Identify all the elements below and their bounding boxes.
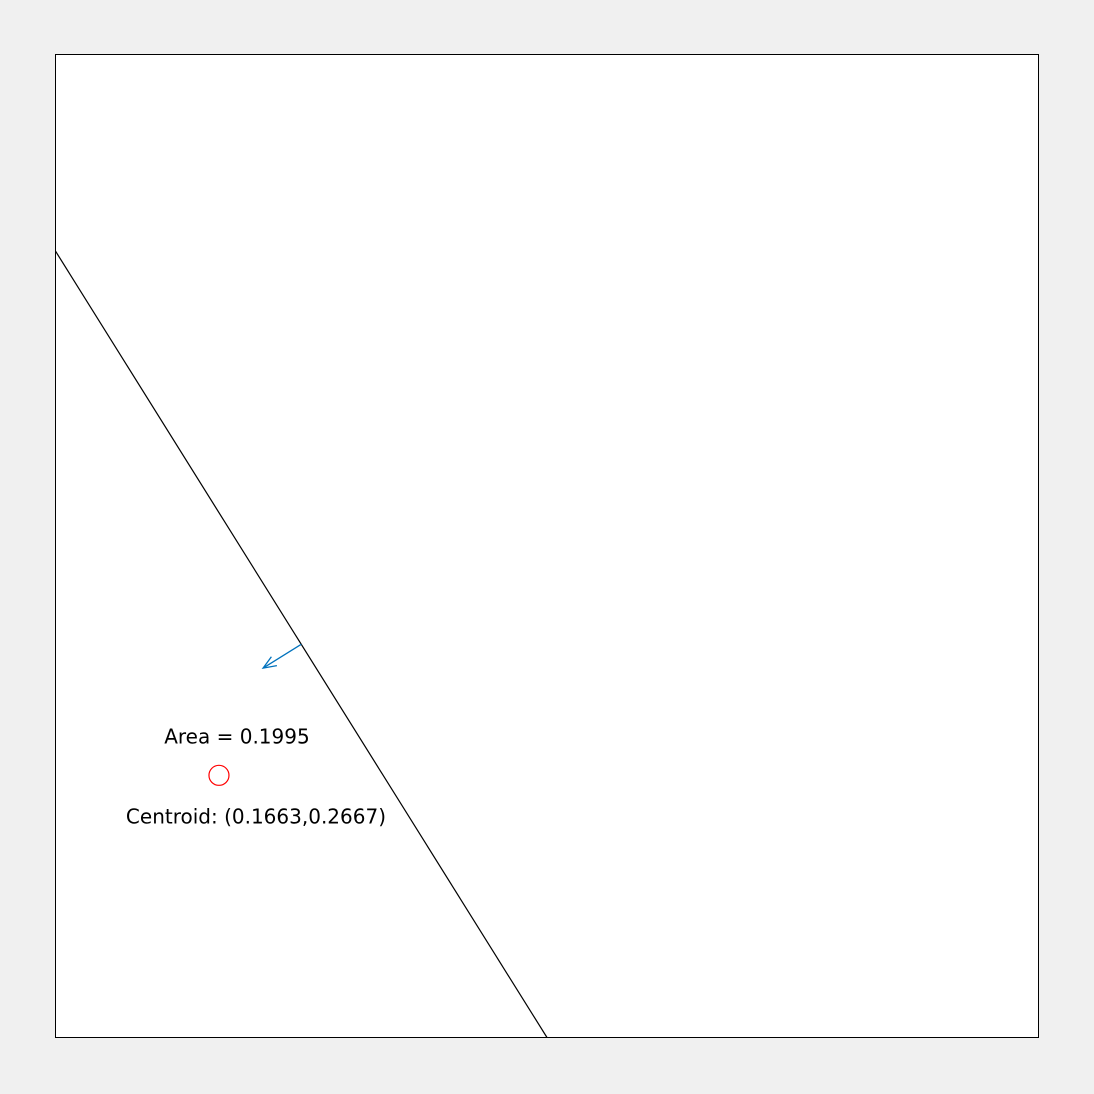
- normal-arrow-shaft: [262, 643, 302, 669]
- centroid-marker: [208, 764, 230, 786]
- axes-area: [55, 54, 1039, 1038]
- axes-frame: [55, 54, 1039, 1038]
- centroid-label: Centroid: (0.1663,0.2667): [126, 804, 386, 828]
- normal-arrow-head: [261, 656, 278, 670]
- area-label: Area = 0.1995: [164, 724, 309, 748]
- plot-marks: [54, 250, 548, 1038]
